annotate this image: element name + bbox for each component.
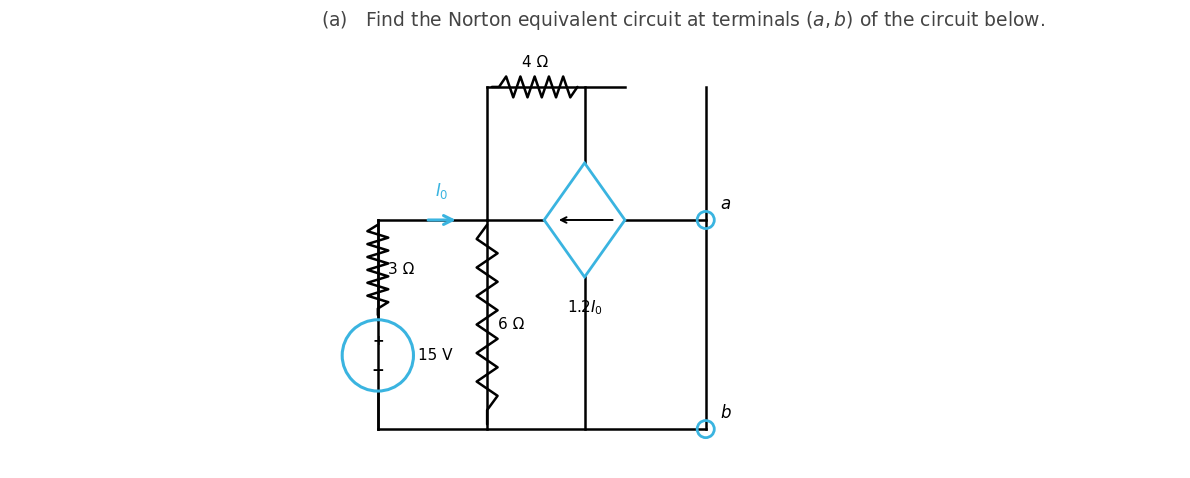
Text: 3 Ω: 3 Ω [388,262,414,277]
Text: (a)   Find the Norton equivalent circuit at terminals $(a, b)$ of the circuit be: (a) Find the Norton equivalent circuit a… [321,9,1045,32]
Text: −: − [371,363,384,378]
Text: +: + [372,334,383,348]
Text: 1.2$I_0$: 1.2$I_0$ [566,298,602,317]
Text: $b$: $b$ [720,404,732,422]
Text: $a$: $a$ [720,195,731,213]
Text: 4 Ω: 4 Ω [521,55,547,70]
Text: $I_0$: $I_0$ [436,181,449,201]
Text: 15 V: 15 V [418,348,452,363]
Text: 6 Ω: 6 Ω [497,317,524,332]
